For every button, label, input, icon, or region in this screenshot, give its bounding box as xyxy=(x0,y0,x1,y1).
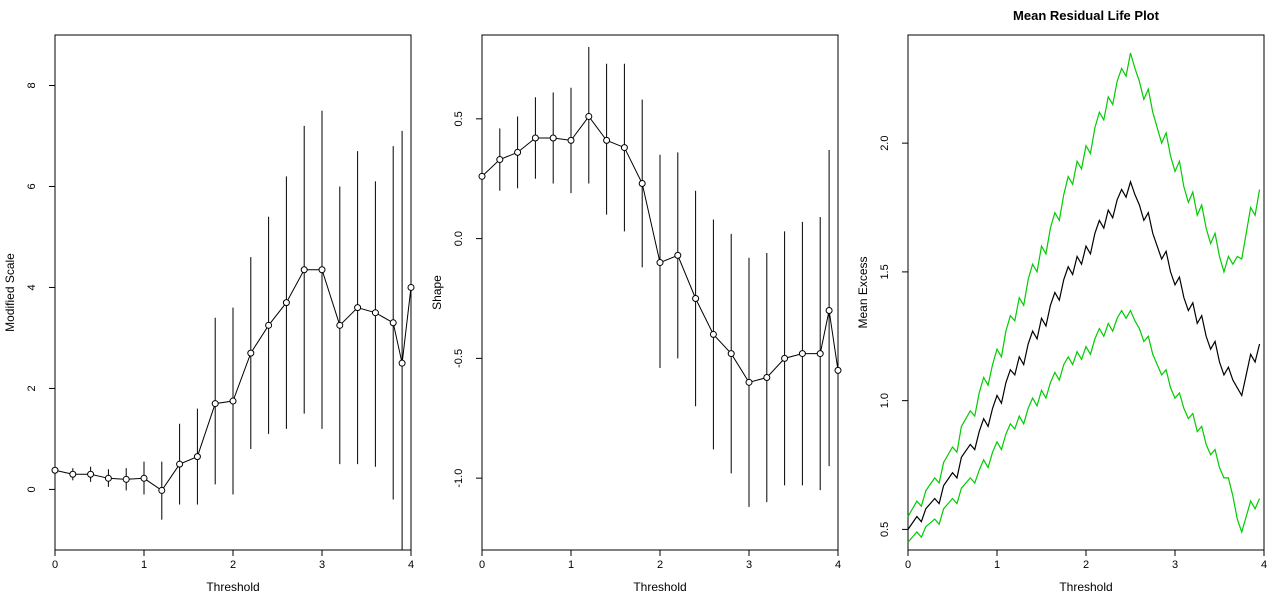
svg-text:8: 8 xyxy=(26,82,38,88)
svg-text:4: 4 xyxy=(835,559,841,571)
svg-text:4: 4 xyxy=(1261,559,1267,571)
svg-text:3: 3 xyxy=(319,559,325,571)
svg-text:2: 2 xyxy=(1083,559,1089,571)
svg-text:0: 0 xyxy=(905,559,911,571)
svg-text:4: 4 xyxy=(26,284,38,290)
svg-text:-0.5: -0.5 xyxy=(453,349,465,368)
svg-text:2: 2 xyxy=(230,559,236,571)
svg-text:4: 4 xyxy=(408,559,414,571)
svg-text:3: 3 xyxy=(1172,559,1178,571)
svg-text:3: 3 xyxy=(746,559,752,571)
svg-text:Mean Residual Life Plot: Mean Residual Life Plot xyxy=(1013,8,1160,23)
svg-text:Mean Excess: Mean Excess xyxy=(856,256,870,328)
svg-text:6: 6 xyxy=(26,183,38,189)
svg-text:Threshold: Threshold xyxy=(633,580,686,594)
chart-container: 0 1 2 3 4 0 2 4 6 8 Threshold Modified Scale 0 1 2 3 4 -… xyxy=(0,0,1280,605)
svg-text:1: 1 xyxy=(141,559,147,571)
mrl-svg: 0 1 2 3 4 0.5 1.0 1.5 2.0 Threshold Mean Excess Mea… xyxy=(853,0,1279,605)
svg-text:0.5: 0.5 xyxy=(879,522,891,537)
svg-text:2: 2 xyxy=(26,385,38,391)
svg-text:0: 0 xyxy=(52,559,58,571)
svg-text:0: 0 xyxy=(26,486,38,492)
svg-text:0: 0 xyxy=(479,559,485,571)
modified-scale-svg: 0 1 2 3 4 0 2 4 6 8 Threshold Modified Scale xyxy=(0,0,426,605)
svg-text:-1.0: -1.0 xyxy=(453,469,465,488)
panel-shape: 0 1 2 3 4 -1.0 -0.5 0.0 0.5 Threshold Shape xyxy=(427,0,854,605)
shape-svg: 0 1 2 3 4 -1.0 -0.5 0.0 0.5 Threshold Shape xyxy=(427,0,853,605)
svg-text:2.0: 2.0 xyxy=(879,136,891,151)
svg-text:1.0: 1.0 xyxy=(879,393,891,408)
svg-text:0.0: 0.0 xyxy=(453,231,465,246)
svg-text:1: 1 xyxy=(994,559,1000,571)
panel-modified-scale: 0 1 2 3 4 0 2 4 6 8 Threshold Modified Scale xyxy=(0,0,427,605)
svg-text:Shape: Shape xyxy=(430,275,444,310)
svg-text:Modified Scale: Modified Scale xyxy=(3,253,17,332)
panel-mrl: 0 1 2 3 4 0.5 1.0 1.5 2.0 Threshold Mean Excess Mea… xyxy=(853,0,1280,605)
svg-text:0.5: 0.5 xyxy=(453,111,465,126)
svg-text:2: 2 xyxy=(657,559,663,571)
svg-text:Threshold: Threshold xyxy=(206,580,259,594)
svg-text:1: 1 xyxy=(568,559,574,571)
svg-text:Threshold: Threshold xyxy=(1060,580,1113,594)
svg-text:1.5: 1.5 xyxy=(879,264,891,279)
